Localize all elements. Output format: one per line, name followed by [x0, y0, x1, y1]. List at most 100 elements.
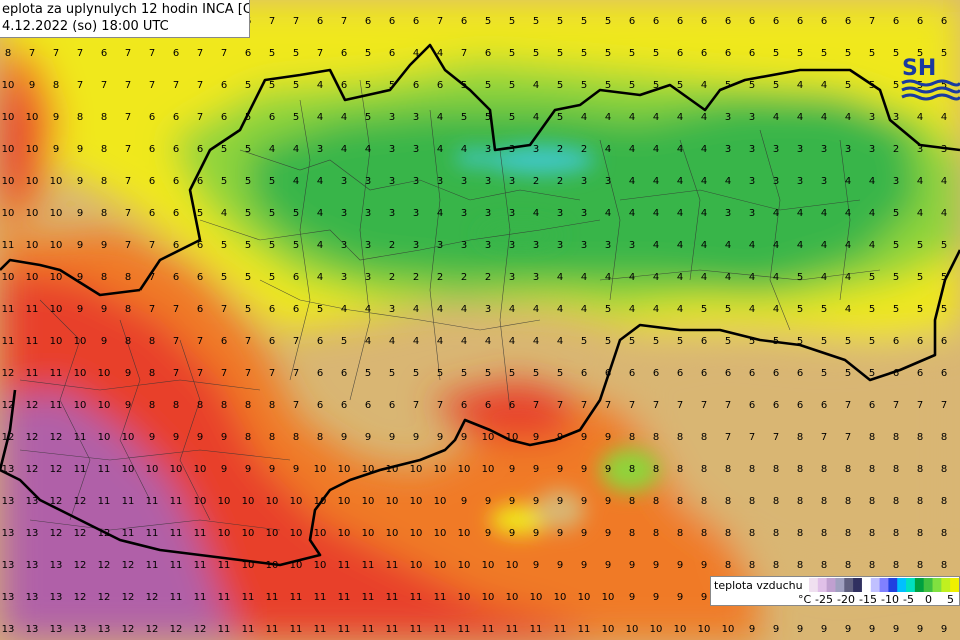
temperature-value: 3 — [773, 144, 779, 155]
temperature-value: 10 — [98, 368, 111, 379]
temperature-value: 4 — [317, 240, 323, 251]
temperature-value: 4 — [701, 112, 707, 123]
temperature-value: 9 — [461, 496, 467, 507]
temperature-value: 7 — [173, 80, 179, 91]
temperature-value: 4 — [365, 144, 371, 155]
temperature-value: 12 — [2, 368, 15, 379]
temperature-value: 10 — [2, 208, 15, 219]
temperature-value: 4 — [557, 336, 563, 347]
temperature-value: 4 — [629, 208, 635, 219]
temperature-value: 10 — [602, 592, 615, 603]
temperature-value: 7 — [29, 48, 35, 59]
temperature-value: 6 — [917, 16, 923, 27]
temperature-value: 3 — [341, 240, 347, 251]
temperature-value: 4 — [629, 176, 635, 187]
temperature-value: 4 — [533, 208, 539, 219]
temperature-value: 6 — [173, 240, 179, 251]
temperature-value: 11 — [26, 336, 39, 347]
temperature-value: 5 — [773, 336, 779, 347]
temperature-value: 5 — [389, 368, 395, 379]
value-labels: 7 6 7 6 6 7 7 6 6 7 6 7 7 6 7 6 6 6 7 6 5 5 5 5 5 5 6 6 6 6 6 6 6 6 6 6 7 6 6 6… — [2, 16, 948, 635]
temperature-value: 11 — [170, 496, 183, 507]
temperature-value: 6 — [341, 80, 347, 91]
temperature-value: 9 — [605, 528, 611, 539]
temperature-value: 5 — [845, 368, 851, 379]
temperature-value: 7 — [125, 80, 131, 91]
legend-swatch — [835, 578, 845, 592]
temperature-value: 11 — [290, 624, 303, 635]
temperature-value: 5 — [269, 272, 275, 283]
temperature-value: 6 — [821, 16, 827, 27]
temperature-value: 10 — [242, 528, 255, 539]
temperature-value: 5 — [941, 304, 947, 315]
temperature-value: 10 — [506, 592, 519, 603]
temperature-value: 12 — [74, 528, 87, 539]
temperature-value: 3 — [461, 176, 467, 187]
temperature-value: 10 — [410, 528, 423, 539]
temperature-value: 3 — [509, 272, 515, 283]
temperature-value: 11 — [218, 592, 231, 603]
temperature-value: 9 — [125, 368, 131, 379]
temperature-value: 11 — [74, 464, 87, 475]
temperature-value: 6 — [413, 16, 419, 27]
temperature-value: 8 — [869, 464, 875, 475]
temperature-value: 4 — [365, 336, 371, 347]
temperature-value: 3 — [893, 112, 899, 123]
temperature-value: 4 — [749, 272, 755, 283]
temperature-value: 8 — [245, 400, 251, 411]
temperature-value: 4 — [701, 144, 707, 155]
temperature-value: 11 — [2, 240, 15, 251]
temperature-value: 5 — [605, 16, 611, 27]
temperature-value: 5 — [509, 80, 515, 91]
temperature-value: 9 — [605, 464, 611, 475]
temperature-value: 4 — [845, 240, 851, 251]
temperature-value: 11 — [170, 592, 183, 603]
temperature-value: 9 — [533, 496, 539, 507]
temperature-value: 10 — [98, 432, 111, 443]
temperature-value: 12 — [194, 624, 207, 635]
map-title-line2: 4.12.2022 (so) 18:00 UTC — [2, 19, 169, 34]
temperature-value: 8 — [845, 528, 851, 539]
temperature-value: 5 — [677, 80, 683, 91]
temperature-value: 9 — [581, 528, 587, 539]
temperature-value: 9 — [605, 560, 611, 571]
temperature-value: 3 — [461, 208, 467, 219]
temperature-value: 5 — [581, 80, 587, 91]
temperature-value: 4 — [509, 336, 515, 347]
temperature-value: 11 — [2, 336, 15, 347]
temperature-value: 7 — [149, 304, 155, 315]
temperature-value: 4 — [773, 112, 779, 123]
temperature-value: 3 — [509, 208, 515, 219]
temperature-value: 5 — [821, 304, 827, 315]
legend-swatch — [853, 578, 863, 592]
legend-swatch — [923, 578, 934, 592]
temperature-value: 3 — [413, 240, 419, 251]
temperature-value: 8 — [725, 464, 731, 475]
temperature-value: 4 — [845, 112, 851, 123]
temperature-value: 12 — [50, 432, 63, 443]
temperature-value: 4 — [845, 272, 851, 283]
temperature-value: 8 — [869, 432, 875, 443]
temperature-value: 9 — [269, 464, 275, 475]
temperature-value: 5 — [725, 80, 731, 91]
temperature-value: 5 — [941, 240, 947, 251]
temperature-value: 5 — [917, 240, 923, 251]
temperature-value: 5 — [509, 48, 515, 59]
temperature-value: 7 — [125, 240, 131, 251]
temperature-value: 9 — [245, 464, 251, 475]
temperature-value: 12 — [98, 528, 111, 539]
temperature-value: 5 — [797, 48, 803, 59]
temperature-value: 3 — [869, 144, 875, 155]
temperature-value: 10 — [410, 464, 423, 475]
temperature-value: 12 — [122, 624, 135, 635]
temperature-value: 4 — [845, 208, 851, 219]
temperature-value: 4 — [725, 176, 731, 187]
temperature-value: 4 — [749, 240, 755, 251]
temperature-value: 10 — [26, 144, 39, 155]
temperature-value: 8 — [773, 528, 779, 539]
temperature-value: 5 — [845, 48, 851, 59]
temperature-value: 10 — [50, 272, 63, 283]
temperature-value: 9 — [557, 496, 563, 507]
legend-swatch — [879, 578, 889, 592]
